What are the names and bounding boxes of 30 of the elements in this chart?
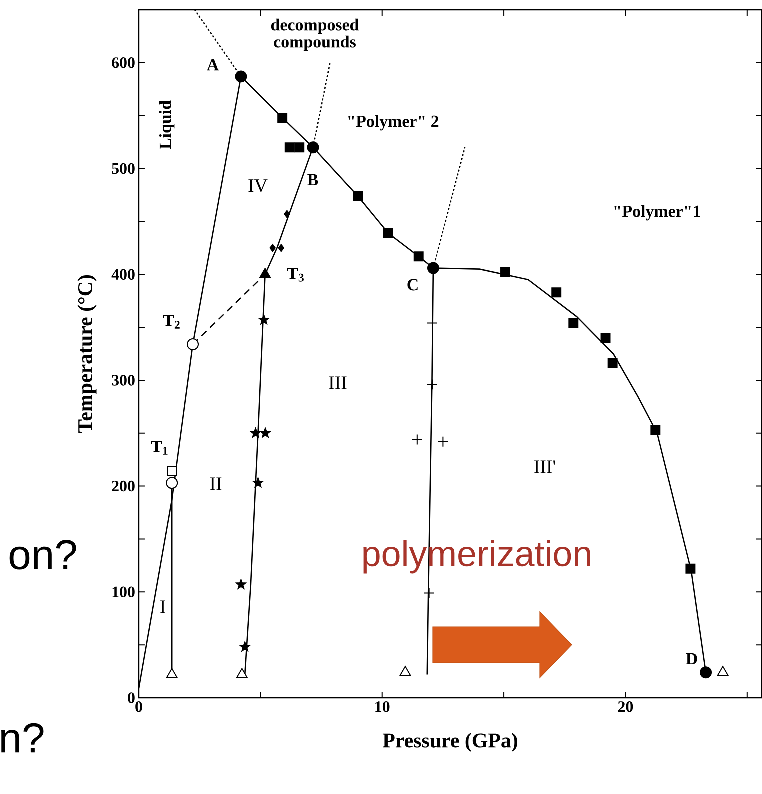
annotation: I [160,600,166,614]
annotation: IV [248,180,268,192]
y-tick-label: 400 [112,269,135,280]
y-tick-label: 0 [128,692,135,704]
y-tick-label: 300 [112,375,135,386]
y-axis-title: Temperature (°C) [78,275,97,434]
x-tick-label: 10 [376,702,390,712]
y-tick-label: 200 [112,480,135,492]
text: on? [10,540,76,570]
annotation: T$_{1}$ [151,441,168,455]
annotation: II [210,478,222,490]
annotation: T$_{2}$ [163,315,180,329]
annotation: "Polymer" 2 [348,115,439,131]
annotation: T$_{3}$ [287,268,304,282]
annotation: III' [534,460,556,474]
annotation: D [686,653,698,665]
annotation: C [408,279,418,291]
annotation: B [308,174,318,186]
text: n? [2,723,44,753]
annotation: Liquid [159,100,175,150]
x-axis-title: Pressure (GPa) [382,733,518,752]
y-tick-label: 600 [112,58,135,68]
y-tick-label: 500 [112,163,135,174]
y-tick-label: 100 [112,586,135,598]
annotation: III [329,376,347,390]
x-tick-label: 0 [136,702,142,712]
annotation: decomposed compounds [271,18,360,52]
x-tick-label: 20 [618,702,634,712]
annotation: A [207,59,219,71]
annotation: "Polymer"1 [614,205,700,221]
